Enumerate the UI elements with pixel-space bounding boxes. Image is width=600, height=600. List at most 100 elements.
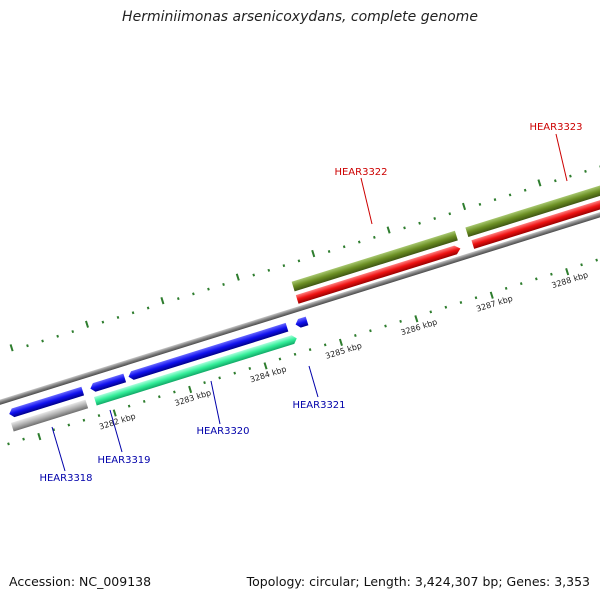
minor-tick bbox=[369, 329, 372, 333]
minor-tick bbox=[433, 216, 437, 220]
kbp-label: 3286 kbp bbox=[400, 317, 439, 337]
gene-feature-hear3319-blue[interactable] bbox=[89, 373, 127, 393]
minor-tick bbox=[293, 352, 297, 356]
minor-tick bbox=[282, 264, 286, 268]
minor-tick bbox=[222, 282, 225, 286]
minor-tick bbox=[595, 258, 598, 262]
minor-tick bbox=[176, 297, 180, 301]
minor-tick bbox=[22, 437, 25, 441]
minor-tick bbox=[357, 240, 361, 244]
major-tick bbox=[85, 320, 89, 328]
minor-tick bbox=[67, 423, 71, 427]
minor-tick bbox=[203, 381, 206, 385]
label-connector-hear3318 bbox=[51, 426, 66, 472]
gene-feature-hear3318-grey[interactable] bbox=[10, 399, 89, 432]
major-tick bbox=[537, 179, 542, 187]
minor-tick bbox=[127, 404, 131, 408]
major-tick bbox=[9, 344, 14, 352]
minor-tick bbox=[323, 343, 327, 347]
minor-tick bbox=[554, 179, 557, 183]
minor-tick bbox=[535, 277, 538, 281]
kbp-label: 3283 kbp bbox=[173, 388, 212, 408]
gene-feature-hear3320-blue[interactable] bbox=[127, 322, 289, 381]
major-tick bbox=[311, 249, 316, 258]
minor-tick bbox=[157, 395, 161, 399]
major-tick bbox=[414, 315, 419, 323]
gene-feature-hear3321[interactable] bbox=[294, 316, 309, 329]
tick-marks-reverse bbox=[7, 258, 598, 446]
accession-text: Accession: NC_009138 bbox=[9, 574, 152, 589]
major-tick bbox=[37, 432, 42, 441]
minor-tick bbox=[192, 292, 195, 296]
minor-tick bbox=[474, 296, 478, 300]
minor-tick bbox=[342, 245, 346, 249]
gene-feature-hear3323-red[interactable] bbox=[471, 196, 600, 249]
minor-tick bbox=[354, 333, 357, 337]
minor-tick bbox=[327, 249, 331, 253]
gene-label-hear3323[interactable]: HEAR3323 bbox=[529, 122, 582, 133]
minor-tick bbox=[459, 300, 463, 304]
minor-tick bbox=[116, 315, 120, 319]
minor-tick bbox=[448, 212, 452, 216]
minor-tick bbox=[384, 324, 387, 328]
label-connector-hear3319 bbox=[109, 409, 123, 453]
minor-tick bbox=[41, 339, 44, 343]
genome-summary-text: Topology: circular; Length: 3,424,307 bp… bbox=[246, 574, 590, 589]
gene-feature-hear3319-mint[interactable] bbox=[94, 334, 298, 406]
minor-tick bbox=[82, 418, 86, 422]
minor-tick bbox=[550, 272, 553, 276]
label-connector-hear3321 bbox=[308, 365, 319, 398]
genome-backbone bbox=[0, 207, 600, 410]
minor-tick bbox=[403, 226, 406, 230]
minor-tick bbox=[97, 414, 101, 418]
major-tick bbox=[565, 268, 570, 276]
major-tick bbox=[160, 297, 165, 305]
kbp-label: 3285 kbp bbox=[324, 341, 363, 361]
major-tick bbox=[462, 202, 467, 211]
genome-title: Herminiimonas arsenicoxydans, complete g… bbox=[122, 9, 478, 25]
minor-tick bbox=[252, 273, 256, 277]
gene-feature-hear3322[interactable] bbox=[295, 244, 462, 304]
minor-tick bbox=[373, 235, 376, 239]
minor-tick bbox=[493, 198, 497, 202]
minor-tick bbox=[7, 442, 10, 446]
minor-tick bbox=[584, 169, 587, 173]
minor-tick bbox=[267, 268, 271, 272]
minor-tick bbox=[131, 311, 135, 315]
minor-tick bbox=[56, 334, 59, 338]
minor-tick bbox=[71, 330, 75, 334]
label-connector-hear3323 bbox=[555, 133, 568, 182]
minor-tick bbox=[207, 287, 210, 291]
major-tick bbox=[235, 273, 240, 281]
major-tick bbox=[386, 226, 391, 234]
tick-marks-forward bbox=[9, 165, 600, 352]
minor-tick bbox=[519, 282, 523, 286]
major-tick bbox=[489, 291, 494, 299]
gene-label-hear3321[interactable]: HEAR3321 bbox=[292, 400, 345, 411]
minor-tick bbox=[523, 188, 527, 192]
minor-tick bbox=[142, 399, 146, 403]
minor-tick bbox=[444, 305, 448, 309]
gene-label-hear3322[interactable]: HEAR3322 bbox=[334, 167, 387, 178]
gene-label-hear3318[interactable]: HEAR3318 bbox=[39, 473, 92, 484]
minor-tick bbox=[218, 376, 221, 380]
gene-feature-olive-2[interactable] bbox=[465, 183, 600, 238]
gene-label-hear3319[interactable]: HEAR3319 bbox=[97, 455, 150, 466]
kbp-label: 3284 kbp bbox=[249, 365, 288, 385]
major-tick bbox=[263, 362, 268, 370]
minor-tick bbox=[297, 259, 301, 263]
gene-feature-olive-1[interactable] bbox=[291, 230, 458, 292]
gene-label-hear3320[interactable]: HEAR3320 bbox=[196, 426, 249, 437]
minor-tick bbox=[504, 286, 508, 290]
kbp-label: 3282 kbp bbox=[98, 412, 137, 432]
minor-tick bbox=[146, 306, 150, 310]
minor-tick bbox=[248, 366, 252, 370]
minor-tick bbox=[278, 357, 282, 361]
gene-feature-hear3318-blue[interactable] bbox=[8, 386, 85, 419]
minor-tick bbox=[399, 319, 402, 323]
minor-tick bbox=[508, 193, 512, 197]
minor-tick bbox=[569, 174, 572, 178]
minor-tick bbox=[308, 348, 312, 352]
kbp-label: 3287 kbp bbox=[475, 294, 514, 314]
minor-tick bbox=[580, 263, 583, 267]
